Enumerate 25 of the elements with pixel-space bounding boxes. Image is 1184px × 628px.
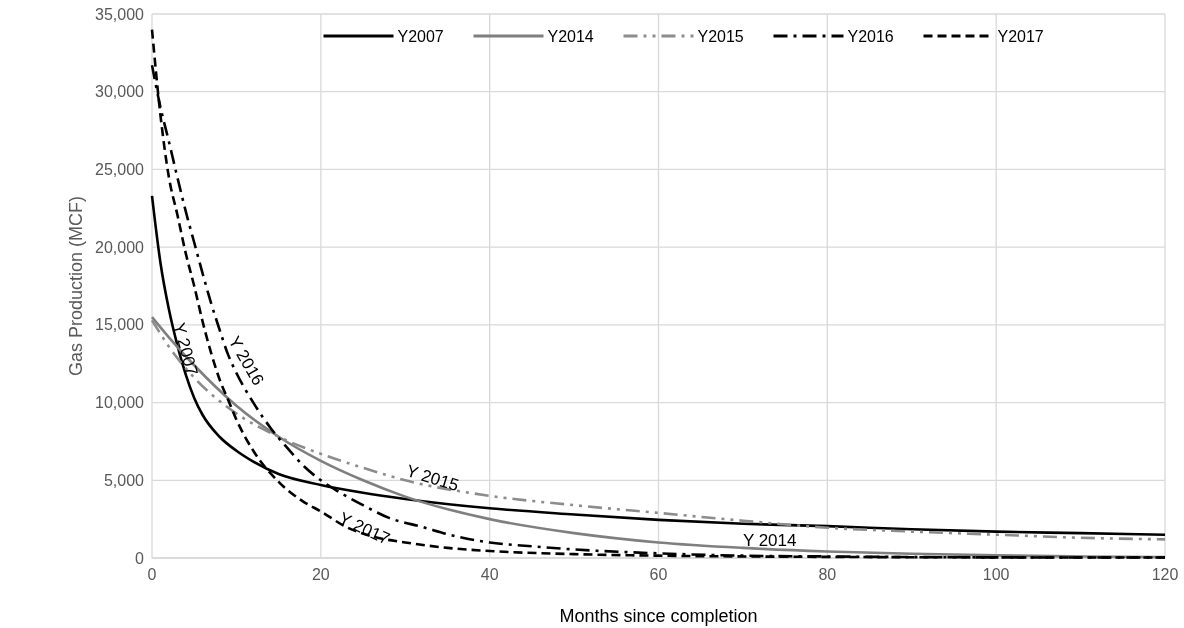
- legend-label: Y2017: [997, 27, 1044, 45]
- legend-label: Y2007: [397, 27, 444, 45]
- x-tick-label: 120: [1151, 566, 1179, 583]
- annotation: Y 2007: [169, 320, 202, 378]
- legend-label: Y2014: [547, 27, 594, 45]
- annotation: Y 2014: [742, 530, 797, 550]
- y-axis-title: Gas Production (MCF): [66, 195, 86, 377]
- x-tick-label: 60: [649, 566, 668, 583]
- y-tick-label: 0: [135, 549, 145, 567]
- y-tick-label: 5,000: [103, 471, 145, 489]
- x-tick-label: 0: [147, 566, 157, 583]
- y-tick-label: 20,000: [95, 238, 145, 256]
- x-tick-label: 100: [982, 566, 1010, 583]
- x-tick-label: 80: [818, 566, 837, 583]
- legend-label: Y2016: [847, 27, 894, 45]
- y-tick-label: 35,000: [95, 5, 145, 23]
- annotation: Y 2015: [404, 461, 461, 496]
- y-tick-label: 25,000: [95, 161, 145, 179]
- x-tick-label: 20: [311, 566, 330, 583]
- y-tick-label: 10,000: [95, 394, 145, 412]
- legend-label: Y2015: [697, 27, 744, 45]
- x-tick-label: 40: [480, 566, 499, 583]
- x-axis-title: Months since completion: [559, 606, 758, 626]
- y-tick-label: 15,000: [95, 316, 145, 334]
- y-tick-label: 30,000: [95, 83, 145, 101]
